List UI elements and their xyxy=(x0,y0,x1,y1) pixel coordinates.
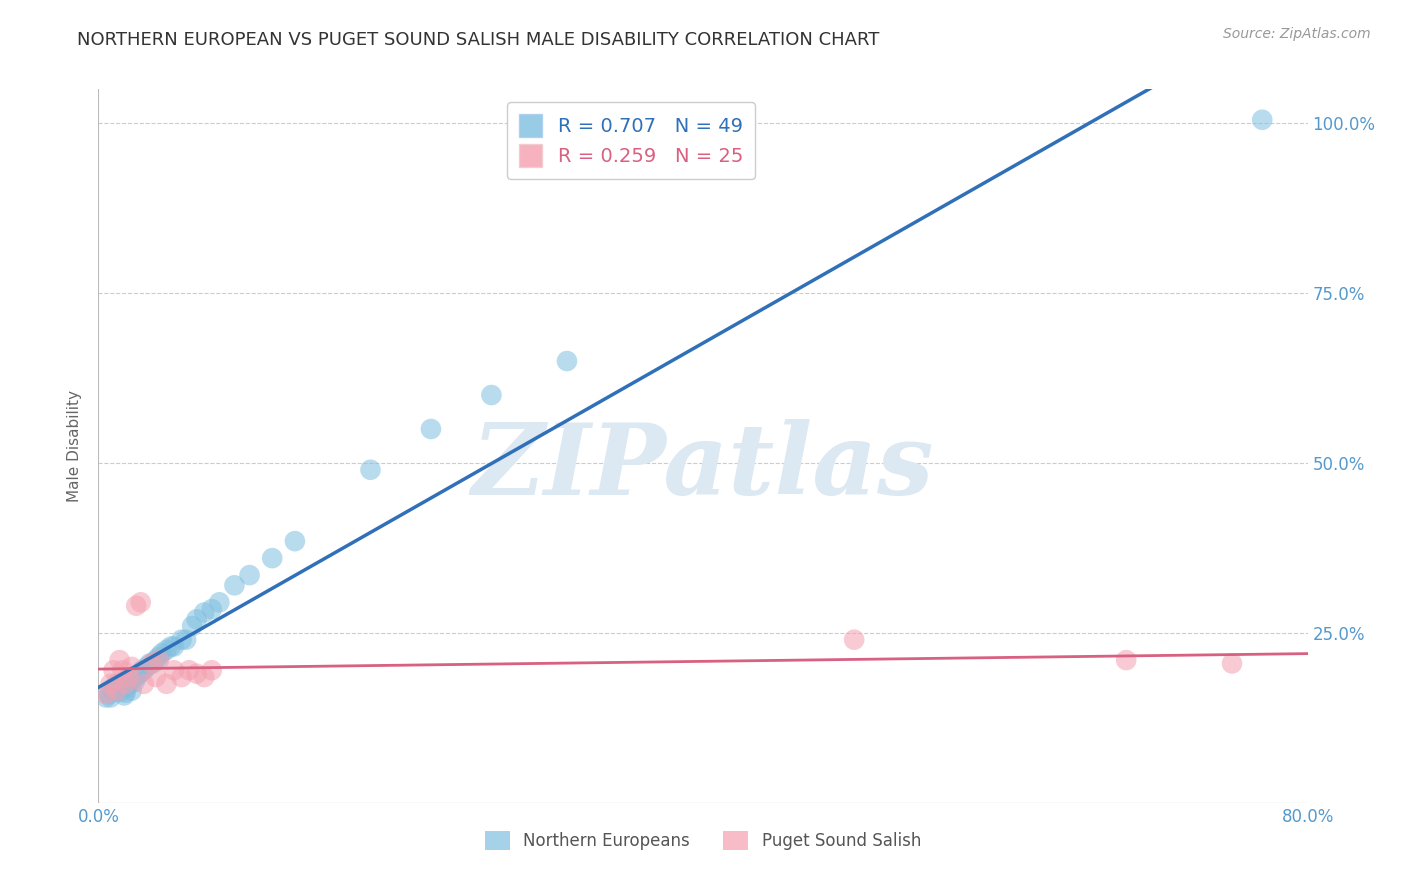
Point xyxy=(94,687,117,701)
Point xyxy=(360,463,382,477)
Point xyxy=(121,660,143,674)
Point xyxy=(128,666,150,681)
Point xyxy=(163,640,186,654)
Point xyxy=(1251,112,1274,127)
Point xyxy=(100,677,122,691)
Point xyxy=(555,354,578,368)
Point xyxy=(121,683,143,698)
Point xyxy=(120,673,142,688)
Point xyxy=(186,666,208,681)
Point xyxy=(170,670,193,684)
Point xyxy=(481,388,503,402)
Point xyxy=(105,677,128,691)
Point xyxy=(1115,653,1137,667)
Point xyxy=(155,677,177,691)
Point xyxy=(124,674,146,689)
Point xyxy=(118,670,141,684)
Point xyxy=(132,677,155,691)
Text: NORTHERN EUROPEAN VS PUGET SOUND SALISH MALE DISABILITY CORRELATION CHART: NORTHERN EUROPEAN VS PUGET SOUND SALISH … xyxy=(77,31,880,49)
Point xyxy=(107,681,129,696)
Point xyxy=(201,663,224,677)
Point xyxy=(150,646,173,660)
Point xyxy=(139,657,162,671)
Point xyxy=(148,649,170,664)
Point xyxy=(111,674,134,689)
Point xyxy=(239,568,262,582)
Legend: Northern Europeans, Puget Sound Salish: Northern Europeans, Puget Sound Salish xyxy=(477,822,929,859)
Point xyxy=(103,663,125,677)
Point xyxy=(105,683,128,698)
Point xyxy=(115,680,138,694)
Point xyxy=(201,602,224,616)
Point xyxy=(131,663,153,677)
Point xyxy=(125,599,148,613)
Point xyxy=(170,632,193,647)
Point xyxy=(420,422,443,436)
Point xyxy=(114,686,136,700)
Point xyxy=(129,665,152,680)
Point xyxy=(111,663,134,677)
Point xyxy=(181,619,204,633)
Point xyxy=(122,670,145,684)
Point xyxy=(98,687,121,701)
Point xyxy=(160,640,183,654)
Point xyxy=(145,670,167,684)
Point xyxy=(110,679,132,693)
Point xyxy=(186,612,208,626)
Point xyxy=(108,653,131,667)
Y-axis label: Male Disability: Male Disability xyxy=(67,390,83,502)
Point xyxy=(114,677,136,691)
Point xyxy=(141,657,163,671)
Point xyxy=(108,685,131,699)
Point xyxy=(127,668,149,682)
Point xyxy=(118,677,141,691)
Text: Source: ZipAtlas.com: Source: ZipAtlas.com xyxy=(1223,27,1371,41)
Point xyxy=(132,663,155,677)
Point xyxy=(112,689,135,703)
Point xyxy=(193,670,215,684)
Point xyxy=(125,670,148,684)
Point xyxy=(844,632,866,647)
Point xyxy=(142,657,165,671)
Point xyxy=(174,632,197,647)
Point xyxy=(163,663,186,677)
Point xyxy=(145,653,167,667)
Text: ZIPatlas: ZIPatlas xyxy=(472,419,934,516)
Point xyxy=(284,534,307,549)
Point xyxy=(129,595,152,609)
Point xyxy=(100,690,122,705)
Point xyxy=(1220,657,1243,671)
Point xyxy=(262,551,284,566)
Point xyxy=(94,690,117,705)
Point xyxy=(179,663,201,677)
Point xyxy=(135,660,157,674)
Point xyxy=(148,653,170,667)
Point xyxy=(208,595,231,609)
Point xyxy=(193,606,215,620)
Point xyxy=(103,683,125,698)
Point xyxy=(224,578,246,592)
Point xyxy=(155,643,177,657)
Point xyxy=(103,680,125,694)
